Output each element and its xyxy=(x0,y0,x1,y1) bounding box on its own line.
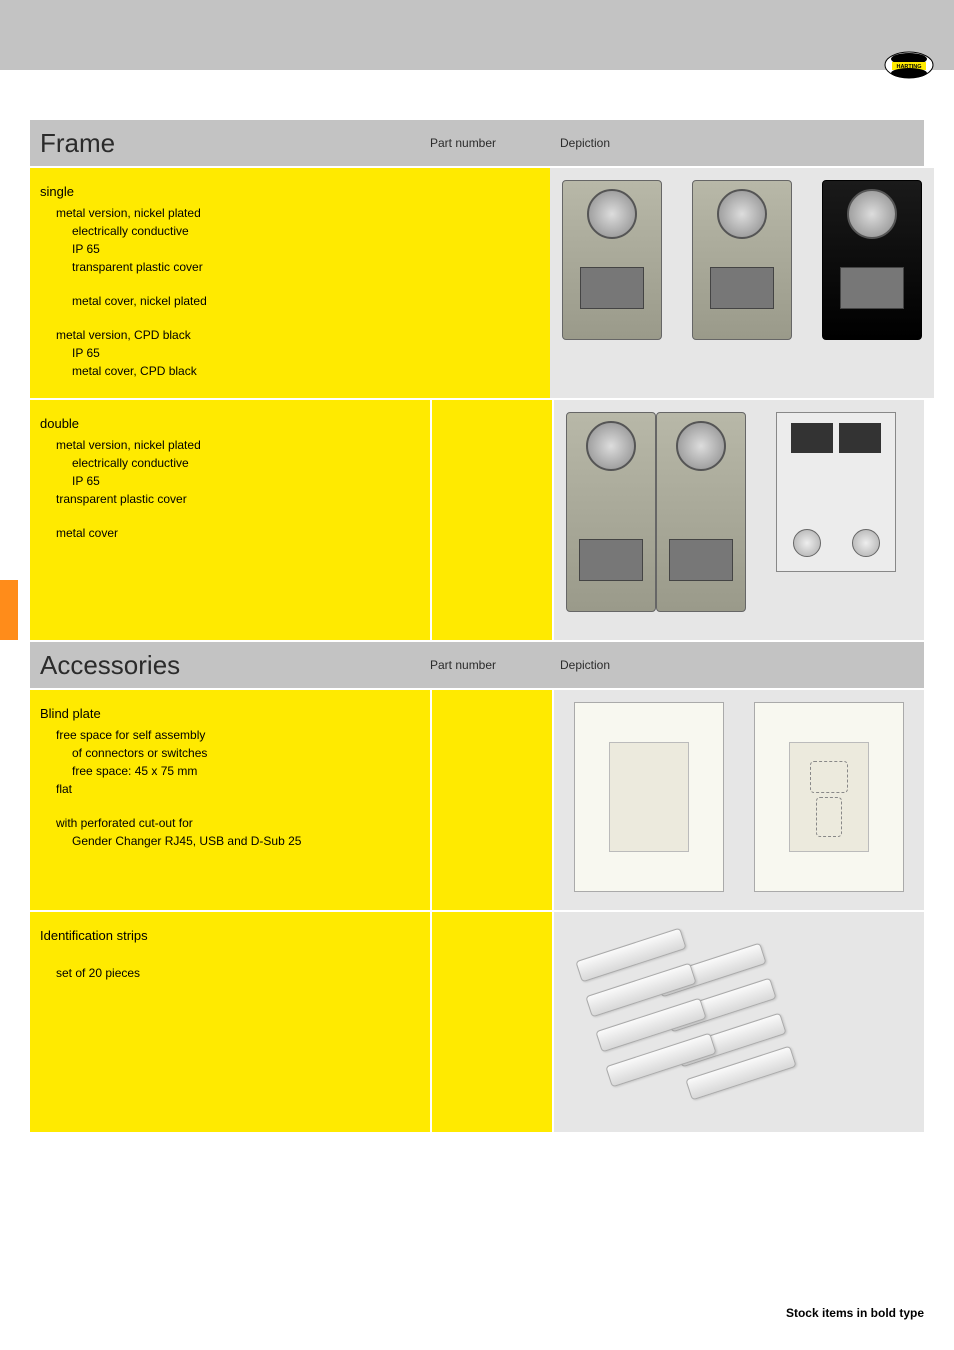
id-strips-image xyxy=(566,924,786,1084)
column-part-number: Part number xyxy=(430,136,550,150)
frame-image-double-cover xyxy=(776,412,896,572)
single-l2: electrically conductive xyxy=(40,222,420,240)
id-l1: set of 20 pieces xyxy=(40,964,420,982)
blind-l2: of connectors or switches xyxy=(40,744,420,762)
frame-double-partnum xyxy=(432,400,552,640)
single-l6: metal version, CPD black xyxy=(40,326,420,344)
frame-image-double xyxy=(566,412,746,612)
top-header-bar: HARTING xyxy=(0,0,954,70)
blind-l6: Gender Changer RJ45, USB and D-Sub 25 xyxy=(40,832,420,850)
blind-plate-depiction xyxy=(554,690,924,910)
column-part-number-2: Part number xyxy=(430,658,550,672)
single-l1: metal version, nickel plated xyxy=(40,204,420,222)
frame-single-desc: single metal version, nickel plated elec… xyxy=(30,168,430,398)
single-l3: IP 65 xyxy=(40,240,420,258)
blind-plate-row: Blind plate free space for self assembly… xyxy=(30,690,924,910)
blind-plate-desc: Blind plate free space for self assembly… xyxy=(30,690,430,910)
single-l8: metal cover, CPD black xyxy=(40,362,420,380)
id-strips-partnum xyxy=(432,912,552,1132)
accessories-title: Accessories xyxy=(30,650,430,681)
frame-section-header: Frame Part number Depiction xyxy=(30,120,924,166)
frame-image-nickel-cover xyxy=(692,180,792,340)
frame-single-depiction xyxy=(550,168,934,398)
blind-l5: with perforated cut-out for xyxy=(40,814,420,832)
column-depiction: Depiction xyxy=(550,136,924,150)
blind-plate-flat-image xyxy=(574,702,724,892)
frame-image-nickel xyxy=(562,180,662,340)
frame-double-depiction xyxy=(554,400,924,640)
blind-heading: Blind plate xyxy=(40,704,420,724)
page-content: Frame Part number Depiction single metal… xyxy=(0,70,954,1132)
single-heading: single xyxy=(40,182,420,202)
id-heading: Identification strips xyxy=(40,926,420,946)
frame-image-black xyxy=(822,180,922,340)
frame-single-partnum xyxy=(430,168,550,398)
blind-plate-partnum xyxy=(432,690,552,910)
double-heading: double xyxy=(40,414,420,434)
frame-single-row: single metal version, nickel plated elec… xyxy=(30,168,924,398)
blind-l1: free space for self assembly xyxy=(40,726,420,744)
double-l1: metal version, nickel plated xyxy=(40,436,420,454)
id-strips-depiction xyxy=(554,912,924,1132)
double-l3: IP 65 xyxy=(40,472,420,490)
column-depiction-2: Depiction xyxy=(550,658,924,672)
footer-note: Stock items in bold type xyxy=(786,1306,924,1320)
single-l4: transparent plastic cover xyxy=(40,258,420,276)
frame-double-row: double metal version, nickel plated elec… xyxy=(30,400,924,640)
frame-double-desc: double metal version, nickel plated elec… xyxy=(30,400,430,640)
single-l5: metal cover, nickel plated xyxy=(40,292,420,310)
double-l4: transparent plastic cover xyxy=(40,490,420,508)
blind-l3: free space: 45 x 75 mm xyxy=(40,762,420,780)
blind-l4: flat xyxy=(40,780,420,798)
accessories-section-header: Accessories Part number Depiction xyxy=(30,642,924,688)
id-strips-row: Identification strips set of 20 pieces xyxy=(30,912,924,1132)
frame-title: Frame xyxy=(30,128,430,159)
double-l5: metal cover xyxy=(40,524,420,542)
double-l2: electrically conductive xyxy=(40,454,420,472)
single-l7: IP 65 xyxy=(40,344,420,362)
id-strips-desc: Identification strips set of 20 pieces xyxy=(30,912,430,1132)
blind-plate-cutout-image xyxy=(754,702,904,892)
brand-logo: HARTING xyxy=(884,50,934,80)
side-tab-marker xyxy=(0,580,18,640)
